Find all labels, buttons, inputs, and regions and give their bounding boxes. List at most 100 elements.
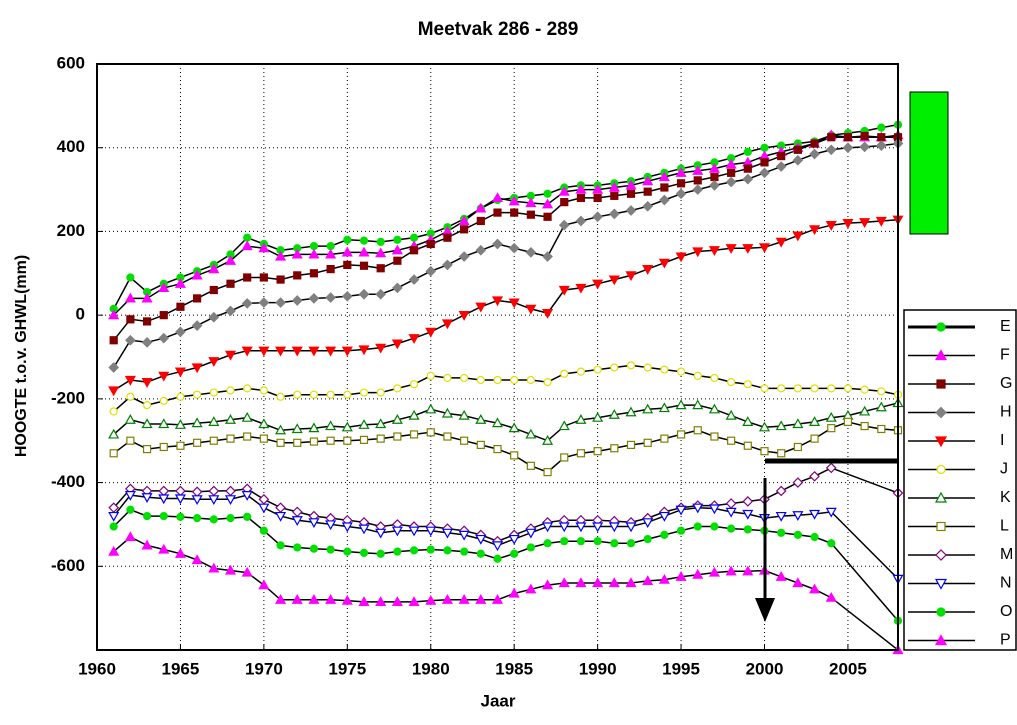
- marker: [725, 176, 737, 188]
- marker: [460, 547, 469, 556]
- marker: [224, 564, 237, 575]
- marker: [326, 265, 335, 274]
- marker: [693, 426, 702, 435]
- marker: [158, 371, 170, 382]
- marker: [291, 248, 303, 259]
- marker: [259, 434, 268, 443]
- marker: [743, 147, 752, 156]
- marker: [742, 173, 754, 185]
- x-tick-label: 1970: [245, 659, 283, 678]
- marker: [460, 436, 469, 445]
- marker: [934, 349, 948, 361]
- marker: [308, 518, 320, 529]
- marker: [425, 265, 437, 277]
- marker: [936, 464, 946, 475]
- marker: [358, 596, 370, 606]
- marker: [276, 541, 285, 550]
- marker: [934, 436, 948, 448]
- x-tick-label: 1960: [78, 659, 116, 678]
- marker: [692, 184, 704, 195]
- marker: [375, 288, 387, 300]
- marker: [476, 216, 485, 226]
- marker: [810, 139, 819, 148]
- marker: [475, 202, 487, 213]
- marker: [475, 594, 487, 604]
- marker: [124, 531, 136, 542]
- marker: [526, 375, 535, 385]
- marker: [809, 148, 820, 160]
- marker: [760, 158, 769, 167]
- marker: [508, 195, 520, 206]
- marker: [358, 246, 370, 257]
- marker: [159, 442, 168, 452]
- marker: [409, 430, 419, 439]
- marker: [241, 491, 253, 501]
- marker: [376, 264, 385, 273]
- marker: [443, 546, 452, 555]
- marker: [141, 378, 153, 388]
- marker: [743, 441, 752, 450]
- marker: [275, 346, 287, 357]
- marker: [141, 493, 153, 503]
- marker: [626, 361, 636, 370]
- marker: [243, 273, 252, 282]
- marker: [226, 434, 235, 443]
- marker: [775, 161, 787, 172]
- marker: [827, 133, 836, 142]
- marker: [543, 189, 552, 198]
- marker: [875, 140, 887, 151]
- marker: [626, 189, 636, 198]
- marker: [576, 449, 586, 458]
- marker: [560, 453, 569, 462]
- marker: [558, 577, 570, 588]
- marker: [391, 339, 403, 350]
- marker: [592, 522, 604, 533]
- marker: [860, 385, 869, 394]
- marker: [141, 337, 153, 348]
- marker: [843, 384, 853, 393]
- marker: [276, 392, 285, 401]
- marker: [276, 438, 285, 447]
- marker: [675, 252, 687, 263]
- marker: [225, 305, 236, 317]
- marker: [126, 315, 135, 324]
- marker: [725, 565, 737, 576]
- marker: [692, 503, 704, 514]
- marker: [658, 258, 670, 269]
- marker: [193, 390, 202, 399]
- marker: [625, 271, 637, 282]
- marker: [275, 502, 286, 514]
- marker: [275, 594, 287, 604]
- marker: [291, 506, 303, 518]
- marker: [458, 251, 470, 262]
- marker: [126, 392, 135, 401]
- marker: [241, 298, 253, 309]
- marker: [191, 554, 203, 565]
- marker: [291, 346, 303, 357]
- marker: [126, 505, 135, 514]
- marker: [660, 530, 669, 539]
- marker: [725, 158, 737, 169]
- marker: [860, 421, 869, 431]
- marker: [542, 579, 554, 590]
- marker: [208, 495, 220, 506]
- marker: [877, 387, 886, 396]
- marker: [341, 290, 353, 302]
- marker: [174, 367, 186, 378]
- marker: [425, 594, 437, 605]
- marker: [109, 336, 118, 345]
- marker: [343, 390, 352, 399]
- marker: [575, 577, 587, 588]
- marker: [409, 246, 419, 255]
- marker: [525, 247, 537, 258]
- marker: [810, 434, 819, 443]
- marker: [675, 188, 687, 200]
- marker: [174, 419, 186, 429]
- marker: [775, 485, 787, 497]
- marker: [226, 386, 235, 395]
- legend-label: I: [1000, 432, 1004, 449]
- marker: [258, 418, 270, 429]
- marker: [936, 379, 946, 389]
- marker: [658, 402, 670, 413]
- marker: [426, 545, 435, 554]
